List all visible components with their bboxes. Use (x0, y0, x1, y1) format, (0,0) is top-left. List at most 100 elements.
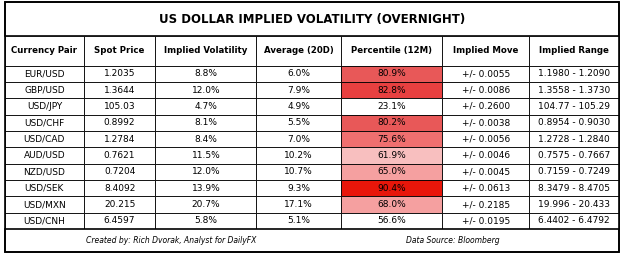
Bar (442, 180, 529, 196)
Text: +/- 0.0195: +/- 0.0195 (462, 216, 510, 226)
Bar (442, 66, 529, 82)
Bar (155, 164, 256, 180)
Text: 65.0%: 65.0% (377, 167, 406, 176)
Bar (529, 213, 619, 229)
Bar (341, 115, 442, 131)
Bar (84, 164, 155, 180)
Text: 17.1%: 17.1% (285, 200, 313, 209)
Text: 8.1%: 8.1% (195, 118, 217, 127)
Text: USD/CNH: USD/CNH (24, 216, 66, 226)
Text: 1.3644: 1.3644 (104, 86, 135, 94)
Text: USD/JPY: USD/JPY (27, 102, 62, 111)
Text: 90.4%: 90.4% (377, 184, 406, 193)
Text: 1.2784: 1.2784 (104, 135, 135, 144)
Text: 13.9%: 13.9% (192, 184, 220, 193)
Bar (155, 147, 256, 164)
Text: 1.2728 - 1.2840: 1.2728 - 1.2840 (539, 135, 610, 144)
Bar (529, 115, 619, 131)
Text: 4.9%: 4.9% (287, 102, 310, 111)
Bar (84, 66, 155, 82)
Bar (84, 196, 155, 213)
Text: 80.2%: 80.2% (377, 118, 406, 127)
Text: 9.3%: 9.3% (287, 184, 310, 193)
Text: 8.4%: 8.4% (195, 135, 217, 144)
Text: 20.215: 20.215 (104, 200, 135, 209)
Bar (5, 131, 84, 147)
Bar (155, 180, 256, 196)
Bar (84, 213, 155, 229)
Bar (5, 213, 84, 229)
Text: +/- 0.0086: +/- 0.0086 (462, 86, 510, 94)
Text: 19.996 - 20.433: 19.996 - 20.433 (538, 200, 610, 209)
Bar (442, 147, 529, 164)
Bar (529, 66, 619, 82)
Bar (529, 196, 619, 213)
Text: Implied Move: Implied Move (453, 46, 519, 55)
Text: 5.1%: 5.1% (287, 216, 310, 226)
Bar (341, 131, 442, 147)
Bar (529, 131, 619, 147)
Bar (5, 115, 84, 131)
Bar (155, 82, 256, 98)
Text: 12.0%: 12.0% (192, 86, 220, 94)
Text: 104.77 - 105.29: 104.77 - 105.29 (538, 102, 610, 111)
Bar (5, 82, 84, 98)
Bar (442, 196, 529, 213)
Bar (529, 164, 619, 180)
Text: 82.8%: 82.8% (377, 86, 406, 94)
Text: 0.8954 - 0.9030: 0.8954 - 0.9030 (538, 118, 610, 127)
Bar (5, 180, 84, 196)
Text: 0.7204: 0.7204 (104, 167, 135, 176)
Text: EUR/USD: EUR/USD (24, 69, 65, 78)
Text: +/- 0.0046: +/- 0.0046 (462, 151, 510, 160)
Text: Currency Pair: Currency Pair (11, 46, 77, 55)
Text: 68.0%: 68.0% (377, 200, 406, 209)
Bar (341, 164, 442, 180)
Bar (84, 36, 155, 66)
Text: 1.3558 - 1.3730: 1.3558 - 1.3730 (538, 86, 610, 94)
Text: +/- 0.0056: +/- 0.0056 (462, 135, 510, 144)
Text: USD/MXN: USD/MXN (23, 200, 66, 209)
Text: Average (20D): Average (20D) (264, 46, 334, 55)
Text: 10.2%: 10.2% (285, 151, 313, 160)
Bar (84, 180, 155, 196)
Bar (442, 98, 529, 115)
Text: Spot Price: Spot Price (94, 46, 145, 55)
Bar (529, 98, 619, 115)
Bar (442, 82, 529, 98)
Text: 5.5%: 5.5% (287, 118, 310, 127)
Text: 6.4402 - 6.4792: 6.4402 - 6.4792 (539, 216, 610, 226)
Text: 7.9%: 7.9% (287, 86, 310, 94)
Bar (341, 66, 442, 82)
Text: AUD/USD: AUD/USD (24, 151, 65, 160)
Bar (5, 164, 84, 180)
Bar (341, 82, 442, 98)
Text: 8.3479 - 8.4705: 8.3479 - 8.4705 (538, 184, 610, 193)
Text: 0.7621: 0.7621 (104, 151, 135, 160)
Bar (84, 98, 155, 115)
Bar (256, 36, 341, 66)
Text: 6.0%: 6.0% (287, 69, 310, 78)
Text: US DOLLAR IMPLIED VOLATILITY (OVERNIGHT): US DOLLAR IMPLIED VOLATILITY (OVERNIGHT) (159, 13, 465, 26)
Text: 4.7%: 4.7% (195, 102, 217, 111)
Bar (256, 115, 341, 131)
Bar (529, 82, 619, 98)
Bar (155, 36, 256, 66)
Text: 12.0%: 12.0% (192, 167, 220, 176)
Bar (341, 196, 442, 213)
Bar (256, 131, 341, 147)
Bar (442, 164, 529, 180)
Bar (5, 196, 84, 213)
Bar (442, 213, 529, 229)
Text: Implied Volatility: Implied Volatility (164, 46, 248, 55)
Bar (155, 98, 256, 115)
Bar (256, 66, 341, 82)
Bar (155, 213, 256, 229)
Text: 23.1%: 23.1% (377, 102, 406, 111)
Bar (256, 98, 341, 115)
Text: +/- 0.2600: +/- 0.2600 (462, 102, 510, 111)
Text: +/- 0.0055: +/- 0.0055 (462, 69, 510, 78)
Bar (442, 115, 529, 131)
Text: USD/CHF: USD/CHF (24, 118, 64, 127)
Text: 20.7%: 20.7% (192, 200, 220, 209)
